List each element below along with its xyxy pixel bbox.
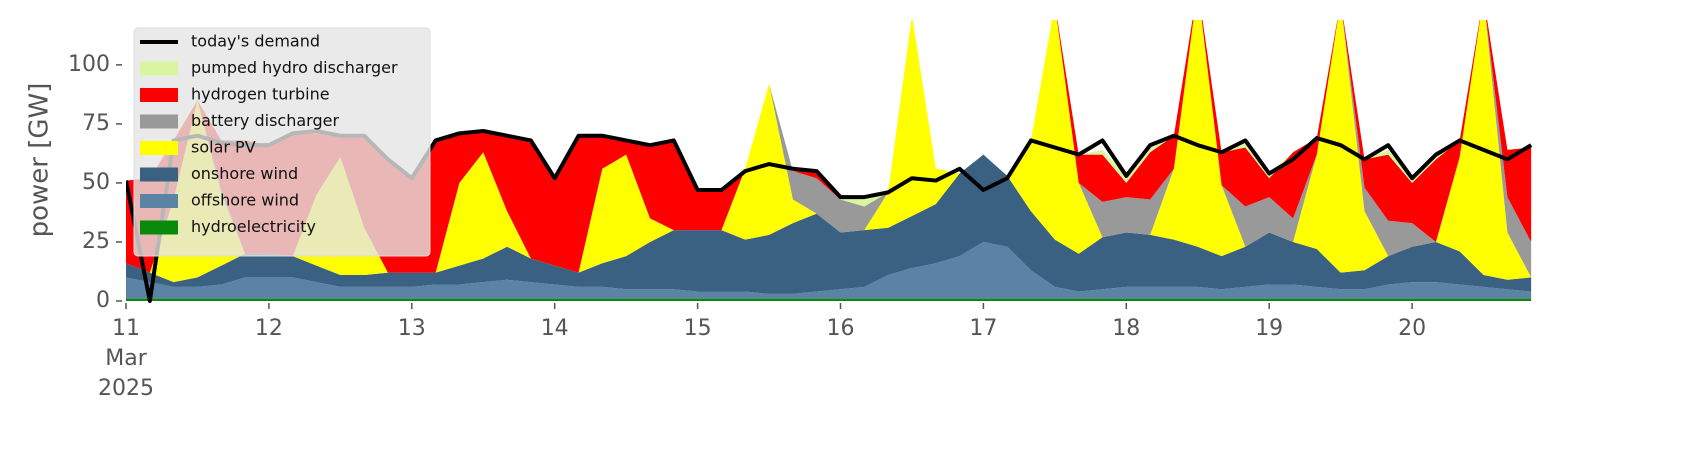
legend-box <box>133 27 431 257</box>
legend-label: onshore wind <box>191 164 298 183</box>
x-tick-sublabel: 2025 <box>98 376 154 401</box>
y-tick-label: 50 <box>82 170 110 195</box>
x-tick-label: 13 <box>398 316 426 341</box>
legend-swatch <box>140 141 178 155</box>
legend-label: hydrogen turbine <box>191 85 330 104</box>
x-tick-label: 17 <box>969 316 997 341</box>
legend-label: solar PV <box>191 138 256 157</box>
x-tick-label: 15 <box>684 316 712 341</box>
x-tick-label: 16 <box>827 316 855 341</box>
legend-swatch <box>140 194 178 208</box>
y-tick-label: 75 <box>82 111 110 136</box>
x-tick-label: 11 <box>112 316 140 341</box>
legend-swatch <box>140 88 178 102</box>
area <box>126 154 1532 294</box>
legend-label: battery discharger <box>191 111 339 130</box>
legend-swatch <box>140 220 178 235</box>
legend-label: today's demand <box>191 32 320 51</box>
x-tick-label: 18 <box>1112 316 1140 341</box>
x-tick-label: 19 <box>1255 316 1283 341</box>
axes: 0 25 50 75 100 11 12 13 14 15 16 17 18 19 20 Mar 2025 <box>68 52 1426 401</box>
legend-swatch <box>140 61 178 76</box>
area <box>126 20 1532 283</box>
legend-label: hydroelectricity <box>191 217 316 236</box>
area <box>126 20 1532 278</box>
legend-swatch <box>140 114 178 129</box>
legend-label: offshore wind <box>191 191 299 210</box>
area <box>126 241 1532 299</box>
y-tick-label: 0 <box>96 288 110 313</box>
legend: today's demand pumped hydro discharger hyd… <box>133 27 431 257</box>
y-tick-label: 25 <box>82 229 110 254</box>
x-tick-sublabel: Mar <box>105 346 147 371</box>
legend-label: pumped hydro discharger <box>191 58 398 77</box>
area <box>126 298 1532 301</box>
legend-swatch <box>140 167 178 182</box>
x-tick-label: 20 <box>1398 316 1426 341</box>
y-axis-label: power [GW] <box>25 83 55 238</box>
x-tick-label: 14 <box>541 316 569 341</box>
y-tick-label: 100 <box>68 52 110 77</box>
x-tick-label: 12 <box>255 316 283 341</box>
